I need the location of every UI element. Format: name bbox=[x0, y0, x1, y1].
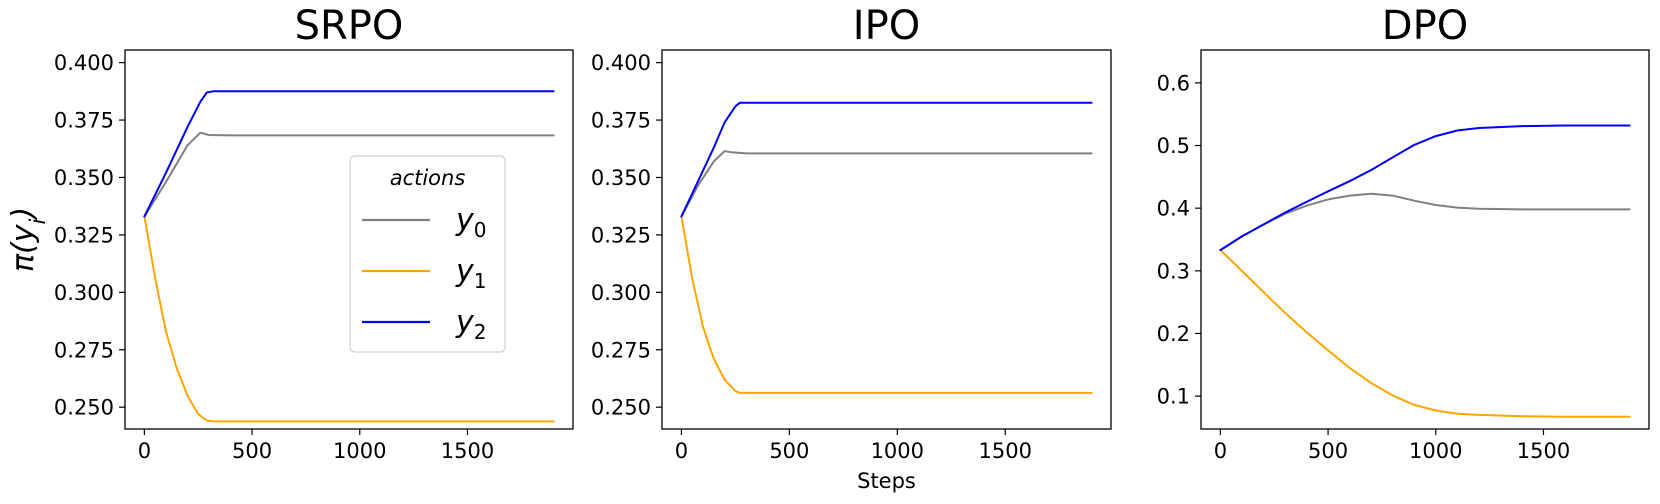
panel-ipo: IPO 0 500 1000 1500 0.250 0.275 0.300 0.325 0.350… bbox=[591, 3, 1112, 493]
x-tick-label: 0 bbox=[675, 439, 688, 463]
y-tick-label: 0.250 bbox=[591, 396, 651, 420]
x-axis-label: Steps bbox=[857, 469, 916, 493]
x-tick-label: 1500 bbox=[1517, 439, 1570, 463]
axes-frame bbox=[124, 49, 574, 430]
x-tick-label: 0 bbox=[1214, 439, 1227, 463]
y-tick-label: 0.3 bbox=[1157, 259, 1190, 283]
y-tick-label: 0.2 bbox=[1157, 322, 1190, 346]
legend-title: actions bbox=[390, 166, 466, 190]
series-line-y1 bbox=[1219, 249, 1631, 418]
series-line-y2 bbox=[143, 90, 555, 218]
y-tick-label: 0.375 bbox=[591, 109, 651, 133]
y-tick-label: 0.350 bbox=[54, 166, 114, 190]
x-tick-label: 1000 bbox=[333, 439, 386, 463]
y-tick-label: 0.400 bbox=[591, 51, 651, 75]
x-tick-label: 1500 bbox=[441, 439, 494, 463]
panel-title: SRPO bbox=[295, 3, 404, 49]
panel-title: IPO bbox=[853, 3, 920, 49]
series-line-y0 bbox=[143, 131, 555, 218]
y-tick-label: 0.5 bbox=[1157, 134, 1190, 158]
y-tick-label: 0.350 bbox=[591, 166, 651, 190]
series-line-y2 bbox=[680, 101, 1093, 218]
y-tick-label: 0.300 bbox=[591, 281, 651, 305]
x-tick-label: 0 bbox=[138, 439, 151, 463]
axes-frame bbox=[661, 49, 1112, 430]
y-tick-label: 0.4 bbox=[1157, 197, 1190, 221]
panel-srpo: SRPO 0 500 1000 1500 0.250 0.275 0.300 0.325 0.35… bbox=[6, 3, 574, 463]
x-tick-label: 500 bbox=[769, 439, 809, 463]
x-tick-label: 500 bbox=[1308, 439, 1348, 463]
series-line-y1 bbox=[143, 215, 555, 423]
panel-dpo: DPO 0 500 1000 1500 0.1 0.2 0.3 0.4 0.5 0.6 bbox=[1157, 3, 1650, 463]
panel-title: DPO bbox=[1382, 3, 1468, 49]
y-tick-label: 0.325 bbox=[591, 223, 651, 247]
y-tick-label: 0.400 bbox=[54, 51, 114, 75]
y-tick-label: 0.275 bbox=[54, 338, 114, 362]
y-tick-label: 0.275 bbox=[591, 338, 651, 362]
y-tick-label: 0.375 bbox=[54, 109, 114, 133]
y-tick-label: 0.325 bbox=[54, 223, 114, 247]
y-tick-label: 0.250 bbox=[54, 396, 114, 420]
series-line-y0 bbox=[680, 150, 1093, 218]
legend-frame bbox=[349, 155, 506, 353]
y-tick-label: 0.300 bbox=[54, 281, 114, 305]
x-tick-label: 1000 bbox=[1409, 439, 1462, 463]
x-tick-label: 500 bbox=[232, 439, 272, 463]
series-line-y1 bbox=[680, 215, 1093, 394]
series-line-y2 bbox=[1219, 124, 1631, 252]
y-tick-label: 0.6 bbox=[1157, 71, 1190, 95]
x-tick-label: 1000 bbox=[871, 439, 924, 463]
y-tick-label: 0.1 bbox=[1157, 385, 1190, 409]
axes-frame bbox=[1200, 49, 1650, 430]
x-tick-label: 1500 bbox=[978, 439, 1031, 463]
